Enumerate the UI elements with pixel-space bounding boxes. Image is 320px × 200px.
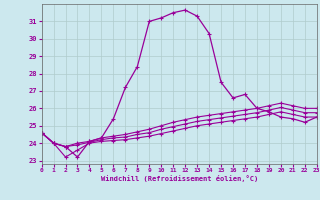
- X-axis label: Windchill (Refroidissement éolien,°C): Windchill (Refroidissement éolien,°C): [100, 175, 258, 182]
